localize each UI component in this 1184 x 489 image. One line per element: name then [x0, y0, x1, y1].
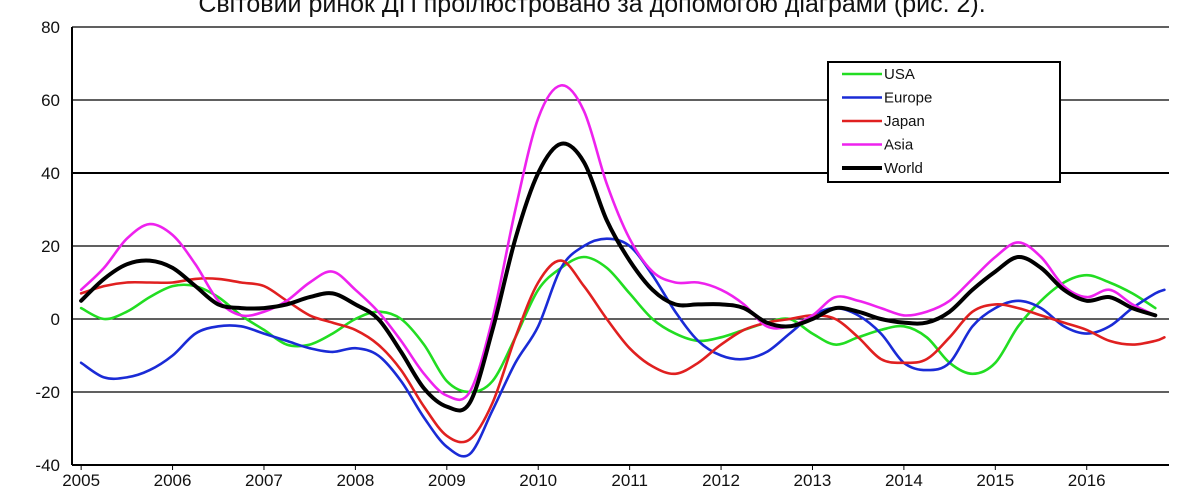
x-tick-label-2016: 2016 — [1068, 471, 1106, 489]
legend-label-world: World — [884, 160, 923, 177]
x-tick-label-2014: 2014 — [885, 471, 923, 489]
x-tick-label-2005: 2005 — [62, 471, 100, 489]
y-tick-label: 60 — [41, 91, 60, 110]
legend-label-japan: Japan — [884, 113, 925, 130]
y-tick-label: 40 — [41, 164, 60, 183]
y-tick-label: 0 — [51, 310, 60, 329]
x-tick-label-2012: 2012 — [702, 471, 740, 489]
legend-label-usa: USA — [884, 66, 915, 83]
x-tick-label-2009: 2009 — [428, 471, 466, 489]
x-tick-label-2010: 2010 — [519, 471, 557, 489]
x-tick-label-2011: 2011 — [611, 471, 648, 489]
x-tick-label-2007: 2007 — [245, 471, 283, 489]
series-line-world — [81, 144, 1155, 411]
legend-label-europe: Europe — [884, 90, 932, 107]
x-tick-label-2013: 2013 — [794, 471, 832, 489]
y-tick-label: -20 — [35, 383, 60, 402]
legend: USA Europe Japan Asia World — [828, 62, 1060, 182]
x-tick-label-2015: 2015 — [976, 471, 1014, 489]
series-line-europe — [81, 239, 1164, 457]
y-tick-label: 80 — [41, 18, 60, 37]
series-line-usa — [81, 257, 1155, 392]
legend-label-asia: Asia — [884, 137, 914, 154]
x-tick-label-2006: 2006 — [154, 471, 192, 489]
y-tick-label: 20 — [41, 237, 60, 256]
y-tick-label: -40 — [35, 456, 60, 475]
x-tick-label-2008: 2008 — [336, 471, 374, 489]
